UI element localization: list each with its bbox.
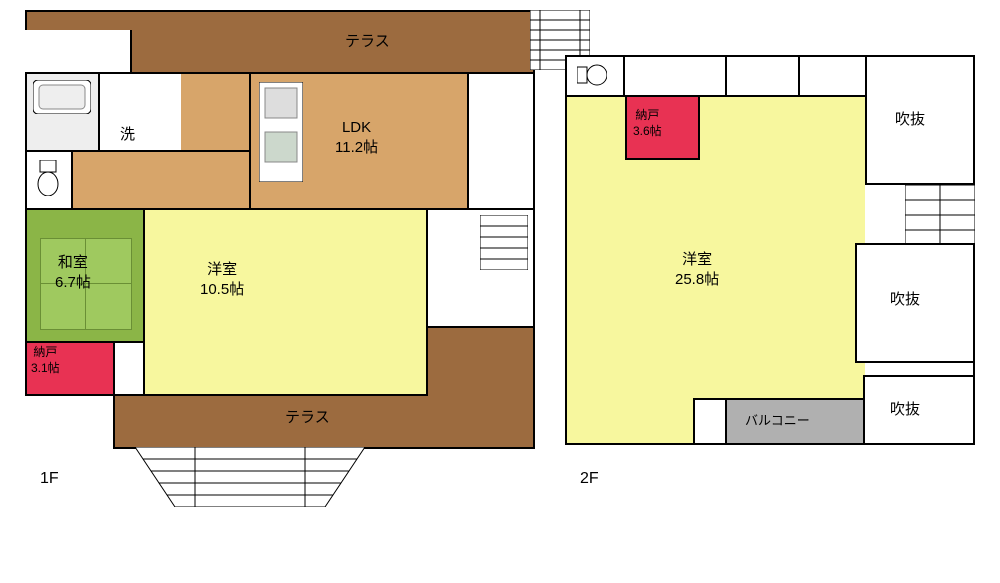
hallway-top [181,72,251,152]
floor-1f: テラス 洗 LDK 11.2帖 [25,10,535,480]
kitchen-counter-icon [259,82,303,182]
toilet-2f-icon [577,61,607,89]
laundry [98,72,183,152]
closet-2f-2 [798,55,873,97]
terrace-top-ext [25,10,135,30]
floor-1f-label: 1F [40,470,59,488]
western-1f-label: 洋室 10.5帖 [200,260,244,299]
stairs-1f-icon [480,215,528,270]
stairs-2f-icon [905,185,975,245]
japanese-label: 和室 6.7帖 [55,253,91,292]
storage-1f-label: 納戸 3.1帖 [31,345,60,376]
stairs-bottom-icon [135,447,365,507]
western-2f [565,95,865,400]
void-1-label: 吹抜 [895,110,925,130]
balcony-label: バルコニー [745,413,810,430]
western-2f-label: 洋室 25.8帖 [675,250,719,289]
terrace-bottom-label: テラス [285,408,330,428]
closet-1f-right [467,72,535,210]
terrace-bottom-ext [426,326,535,396]
storage-2f-label: 納戸 3.6帖 [633,108,662,139]
hallway-1f [71,150,251,210]
floor-2f: 洋室 25.8帖 納戸 3.6帖 吹抜 吹抜 バルコニー 吹抜 [565,55,975,460]
western-2f-ext [565,398,695,445]
closet-2f-bottom [693,398,727,445]
void-2-label: 吹抜 [890,290,920,310]
void-3-label: 吹抜 [890,400,920,420]
western-1f [143,208,428,396]
closet-2f-1 [725,55,800,97]
toilet-icon [35,160,61,196]
terrace-top-label: テラス [345,32,390,52]
ldk-label: LDK 11.2帖 [335,118,378,157]
bathtub-icon [33,80,91,114]
laundry-label: 洗 [120,125,135,145]
floor-2f-label: 2F [580,470,599,488]
terrace-top [130,10,535,75]
